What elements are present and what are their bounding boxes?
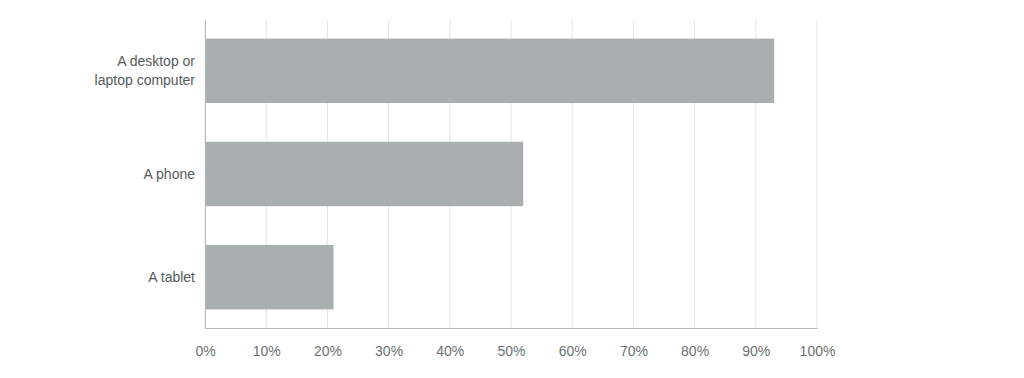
y-axis-line (205, 21, 206, 329)
bars (205, 39, 774, 310)
y-tick-label: A phone (144, 166, 196, 182)
x-tick-label: 60% (559, 343, 587, 359)
x-tick: 0% (195, 328, 215, 359)
x-tick: 40% (436, 328, 464, 359)
y-tick-label: A tablet (148, 269, 195, 285)
x-tick: 80% (681, 328, 709, 359)
y-axis: A desktop or laptop computer A phone A tabl… (95, 21, 206, 329)
y-tick: A tablet (148, 269, 205, 285)
chart: 0% 10% 20% 30% 40% 50% 60% 70% 80% 90% 100% A deskt… (0, 0, 1024, 378)
x-tick: 90% (742, 328, 770, 359)
x-tick: 100% (800, 328, 836, 359)
x-tick-label: 10% (253, 343, 281, 359)
x-tick-label: 70% (620, 343, 648, 359)
y-tick-label: A desktop or laptop computer (95, 53, 196, 88)
grid-line (205, 20, 206, 328)
y-tick-label-line: A tablet (148, 269, 195, 285)
y-tick: A phone (144, 166, 205, 182)
y-tick-label-line: A desktop or (117, 53, 195, 69)
grid-line (817, 20, 818, 328)
bar (205, 245, 334, 309)
x-tick-label: 30% (375, 343, 403, 359)
bar (205, 142, 523, 206)
y-tick-label-line: A phone (144, 166, 196, 182)
x-tick: 50% (497, 328, 525, 359)
x-tick-label: 80% (681, 343, 709, 359)
bar (205, 39, 774, 103)
x-tick: 60% (559, 328, 587, 359)
x-tick: 70% (620, 328, 648, 359)
y-tick: A desktop or laptop computer (95, 53, 205, 88)
x-tick: 20% (314, 328, 342, 359)
x-tick-label: 100% (800, 343, 836, 359)
x-tick-label: 20% (314, 343, 342, 359)
x-axis-line (206, 328, 818, 329)
grid (205, 20, 817, 328)
x-axis: 0% 10% 20% 30% 40% 50% 60% 70% 80% 90% 100% (195, 328, 835, 359)
x-tick-label: 90% (742, 343, 770, 359)
y-tick-label-line: laptop computer (95, 72, 196, 88)
x-tick: 10% (253, 328, 281, 359)
x-tick-label: 0% (195, 343, 215, 359)
x-tick-label: 40% (436, 343, 464, 359)
x-tick-label: 50% (497, 343, 525, 359)
x-tick: 30% (375, 328, 403, 359)
